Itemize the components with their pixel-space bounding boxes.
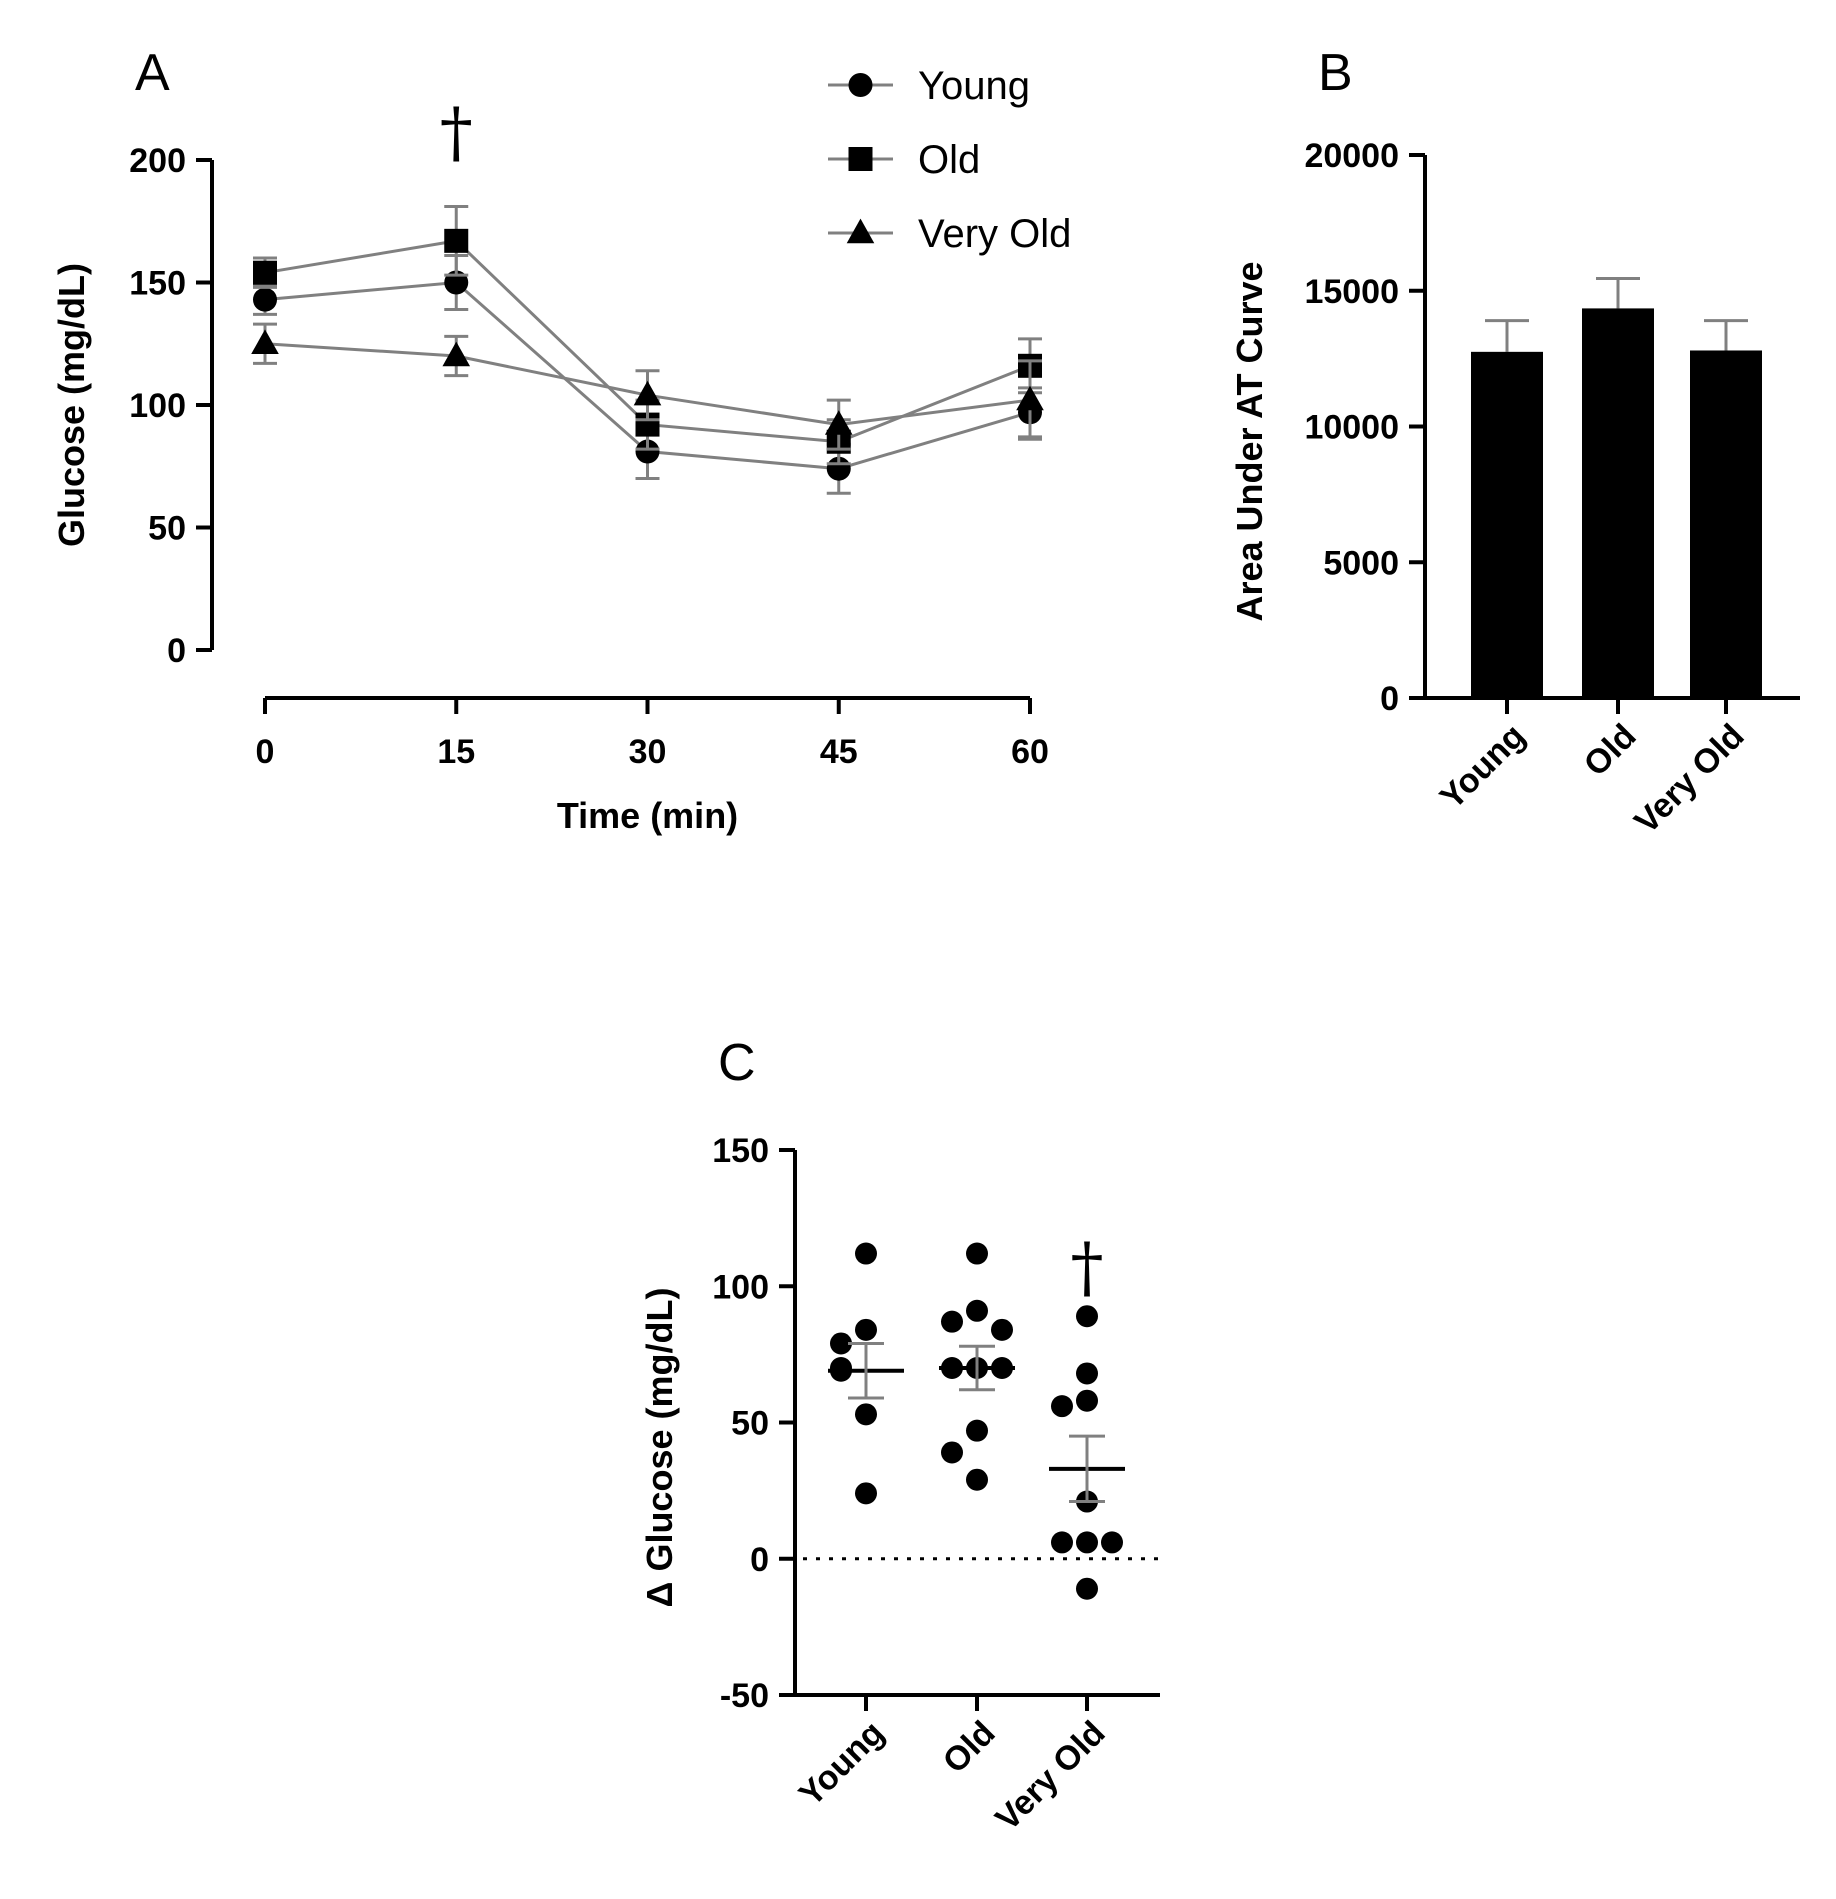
x-tick-label: Young	[1433, 717, 1533, 817]
x-tick-label: 45	[820, 733, 858, 771]
data-point	[1076, 1305, 1098, 1328]
y-axis-title: Area Under AT Curve	[1229, 261, 1270, 621]
data-point	[941, 1310, 963, 1333]
panel-a-letter: A	[135, 44, 170, 102]
y-tick-label: 20000	[1304, 137, 1399, 175]
data-point	[824, 410, 853, 435]
legend-marker	[848, 147, 873, 171]
data-point	[442, 341, 471, 367]
data-point	[855, 1242, 877, 1265]
data-point	[855, 1482, 877, 1505]
data-point	[251, 329, 279, 354]
data-point	[1016, 385, 1044, 411]
bar-old	[1582, 308, 1654, 698]
y-tick-label: 0	[750, 1541, 769, 1579]
x-axis-title: Time (min)	[557, 795, 738, 836]
group-young	[828, 1242, 904, 1505]
x-tick-label: Very Old	[988, 1714, 1112, 1838]
data-point	[855, 1318, 877, 1341]
legend-label: Young	[918, 64, 1030, 108]
significance-dagger: †	[440, 94, 473, 171]
y-tick-label: 15000	[1304, 273, 1399, 311]
series-very-old	[251, 322, 1044, 451]
y-tick-label: 200	[129, 142, 186, 180]
y-tick-label: 100	[712, 1268, 769, 1306]
y-tick-label: -50	[720, 1677, 769, 1715]
data-point	[633, 380, 662, 406]
data-point	[830, 1332, 852, 1355]
legend-marker	[846, 218, 875, 244]
panel-a: A 0 50 100 150 200 0 15 30 45 60 Time (min) Glucose…	[51, 44, 1071, 836]
x-tick-label: Young	[792, 1714, 892, 1814]
data-point	[1076, 1577, 1098, 1600]
y-tick-label: 0	[167, 632, 186, 670]
x-tick-label: 30	[629, 733, 667, 771]
y-tick-label: 5000	[1323, 544, 1399, 582]
data-point	[966, 1468, 988, 1491]
panel-c-letter: C	[718, 1034, 756, 1092]
legend-item: Very Old	[828, 212, 1071, 256]
data-point	[991, 1318, 1013, 1341]
data-point	[1051, 1395, 1073, 1418]
data-point	[966, 1242, 988, 1265]
y-axis-title: Δ Glucose (mg/dL)	[639, 1288, 680, 1608]
panel-a-plot-area: 0 50 100 150 200 0 15 30 45 60 Time (min) Glucose (…	[51, 64, 1071, 836]
group-very-old	[1049, 1305, 1125, 1600]
bar-very-old	[1690, 350, 1762, 698]
data-point	[966, 1299, 988, 1322]
bar-young	[1471, 351, 1543, 698]
significance-dagger: †	[1071, 1229, 1104, 1306]
y-tick-label: 150	[712, 1132, 769, 1170]
data-point	[253, 287, 277, 312]
data-point	[966, 1419, 988, 1442]
data-point	[253, 260, 277, 285]
y-tick-label: 10000	[1304, 409, 1399, 447]
x-tick-label: 60	[1011, 733, 1049, 771]
y-tick-label: 100	[129, 387, 186, 425]
y-tick-label: 50	[148, 510, 186, 548]
panel-b-plot-area: 0 5000 10000 15000 20000 Area Under AT Curve Y…	[1229, 137, 1800, 841]
legend-item: Young	[828, 64, 1030, 108]
legend-label: Very Old	[918, 212, 1071, 256]
x-tick-label: Old	[1577, 717, 1644, 784]
data-point	[1076, 1362, 1098, 1385]
panel-c: C -50 0 50 100 150 Δ Glucose (mg/dL) Young OldV…	[639, 1034, 1160, 1838]
legend-item: Old	[828, 138, 980, 182]
data-point	[1076, 1389, 1098, 1412]
data-point	[1051, 1531, 1073, 1554]
y-tick-label: 150	[129, 265, 186, 303]
legend-label: Old	[918, 138, 980, 182]
panel-b: B 0 5000 10000 15000 20000 Area Under AT Curv…	[1229, 44, 1800, 841]
x-tick-label: Old	[936, 1714, 1003, 1781]
x-tick-label: Very Old	[1627, 717, 1751, 841]
panel-b-letter: B	[1318, 44, 1353, 102]
data-point	[1101, 1531, 1123, 1554]
data-point	[855, 1403, 877, 1426]
x-tick-label: 15	[437, 733, 475, 771]
data-point	[444, 228, 469, 253]
data-point	[635, 439, 660, 464]
y-tick-label: 50	[731, 1405, 769, 1443]
y-axis-title: Glucose (mg/dL)	[51, 263, 92, 547]
legend-marker	[848, 73, 873, 97]
data-point	[1076, 1531, 1098, 1554]
panel-c-plot-area: -50 0 50 100 150 Δ Glucose (mg/dL) Young OldVer…	[639, 1132, 1160, 1838]
x-tick-label: 0	[256, 733, 275, 771]
group-old	[939, 1242, 1015, 1491]
data-point	[941, 1441, 963, 1464]
y-tick-label: 0	[1380, 680, 1399, 718]
